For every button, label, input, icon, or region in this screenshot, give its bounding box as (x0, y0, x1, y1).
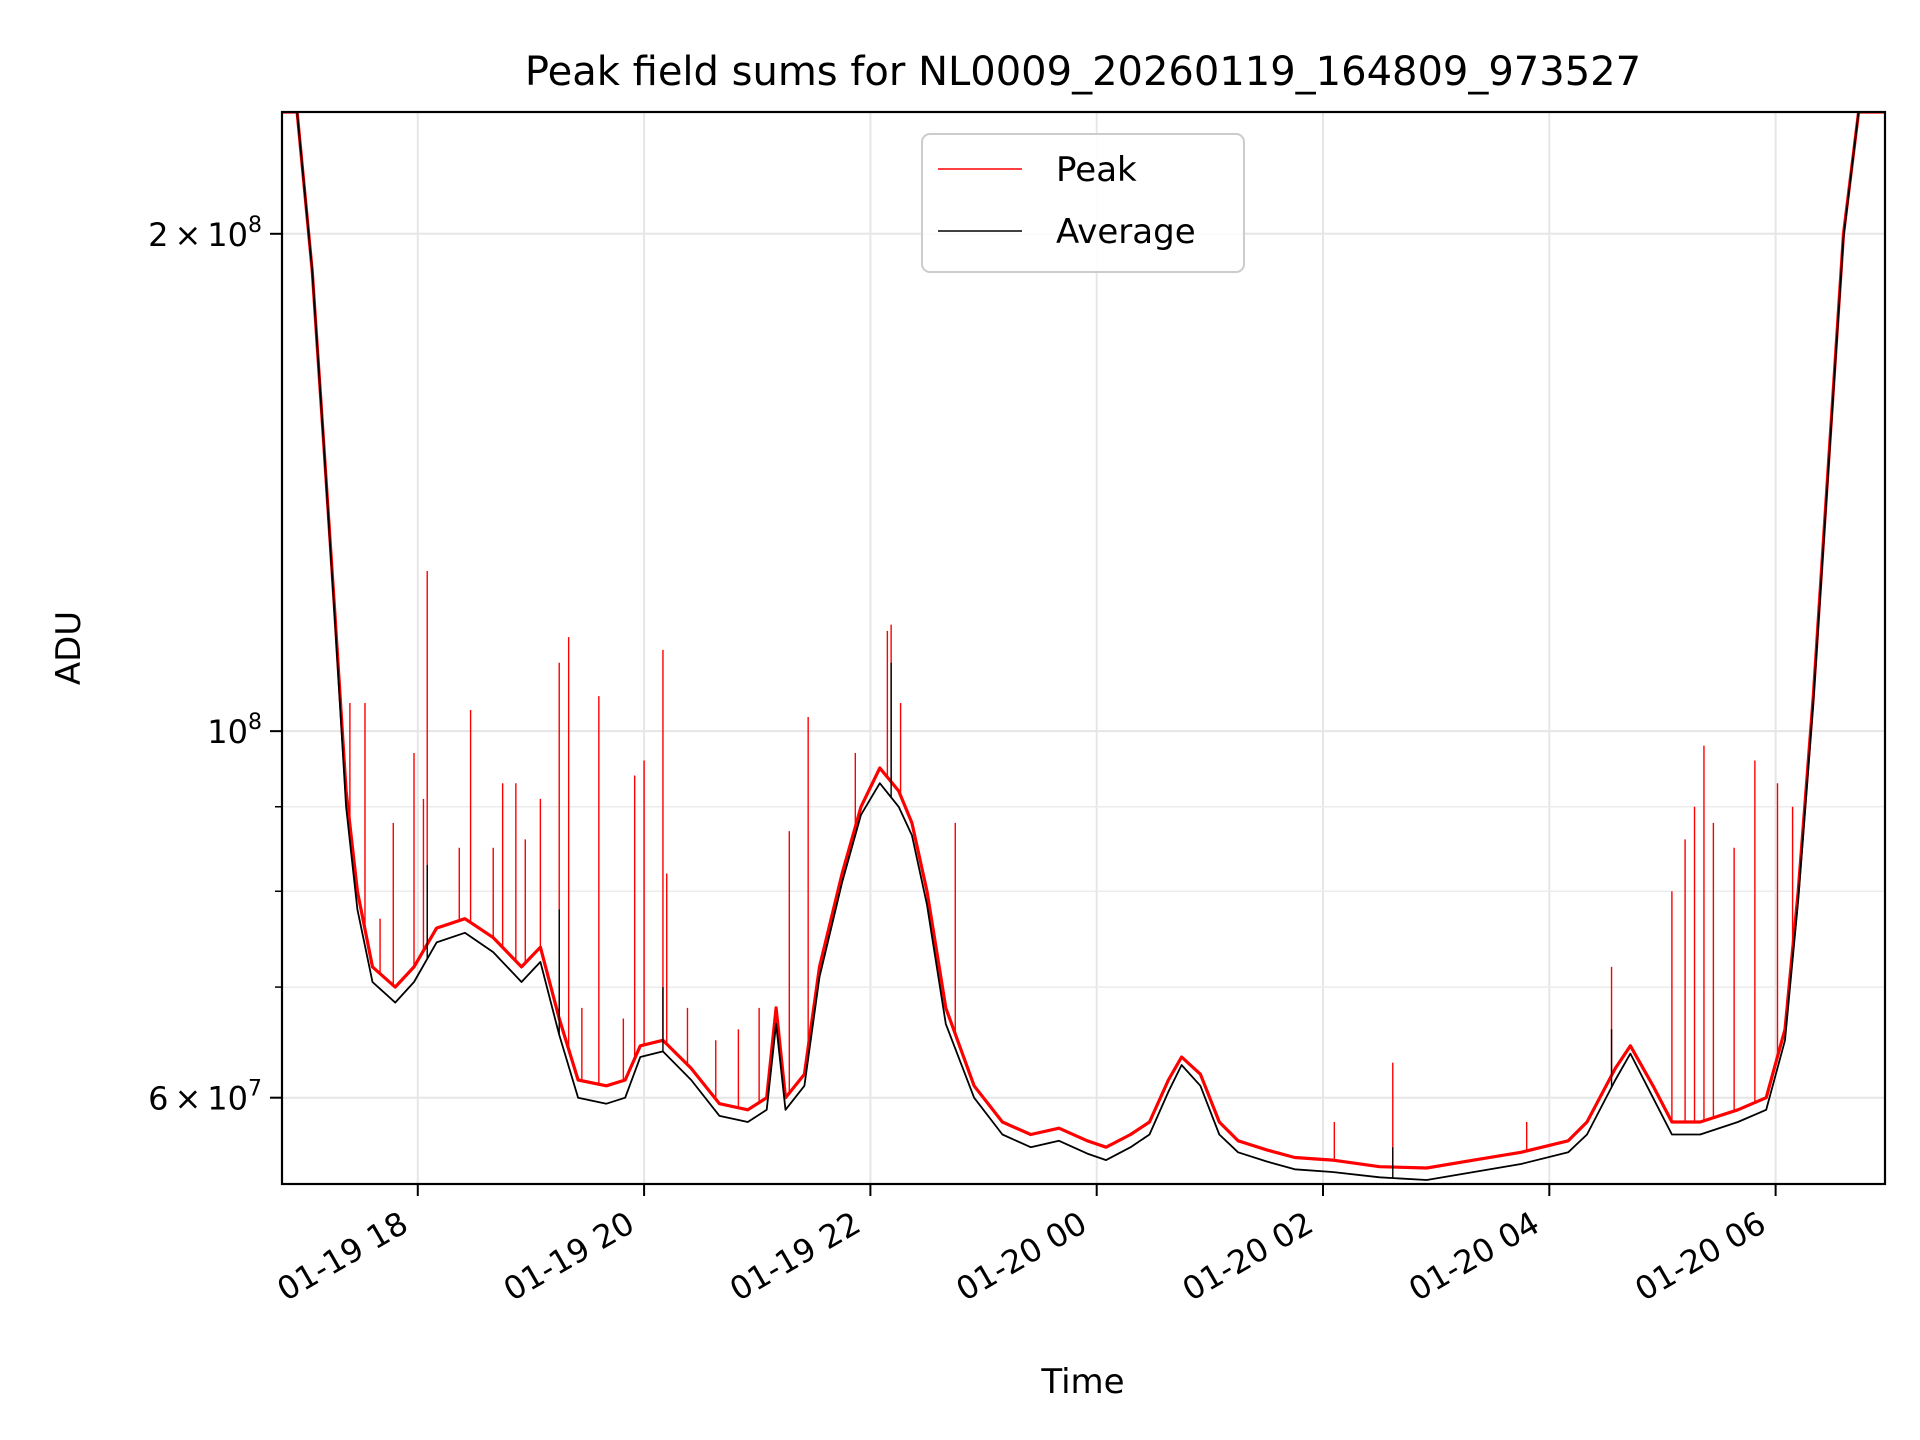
x-axis-label: Time (1040, 1362, 1124, 1402)
x-tick-label: 01-20 04 (1402, 1204, 1546, 1309)
chart-title: Peak field sums for NL0009_20260119_1648… (525, 49, 1641, 95)
plot-series (282, 112, 1885, 1181)
plot-frame (280, 110, 1887, 1186)
y-axis-label: ADU (49, 611, 89, 685)
x-tick-label: 01-20 02 (1176, 1204, 1320, 1309)
x-tick-label: 01-19 22 (723, 1204, 867, 1309)
x-tick-label: 01-19 18 (271, 1204, 415, 1309)
y-tick-label: 6 × 107 (148, 1077, 262, 1118)
y-tick-label: 108 (207, 710, 262, 751)
x-tick-label: 01-20 06 (1629, 1204, 1773, 1309)
x-tick-label: 01-19 20 (497, 1204, 641, 1309)
legend: Peak Average (921, 133, 1245, 273)
legend-label-average: Average (1056, 212, 1196, 252)
series-line-average (282, 112, 1885, 1181)
x-tick-label: 01-20 00 (950, 1204, 1094, 1309)
y-axis-ticks: 6 × 107 108 2 × 108 (148, 213, 282, 1118)
x-axis-ticks: 01-19 18 01-19 20 01-19 22 01-20 00 01-20 02… (271, 1184, 1777, 1309)
y-tick-label: 2 × 108 (148, 213, 262, 254)
series-line-peak (282, 112, 1885, 1170)
legend-label-peak: Peak (1056, 150, 1137, 190)
